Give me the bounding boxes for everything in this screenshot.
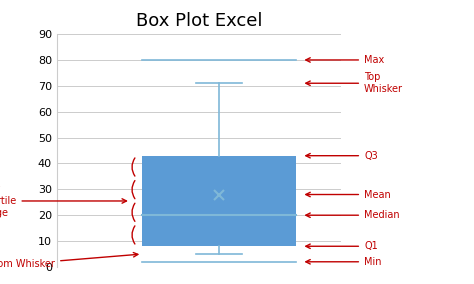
Text: Inter
Quartile
Range: Inter Quartile Range — [0, 184, 127, 218]
Text: Median: Median — [306, 210, 400, 220]
Text: Mean: Mean — [306, 189, 391, 199]
Text: Top
Whisker: Top Whisker — [306, 72, 403, 94]
Text: Q1: Q1 — [306, 241, 378, 251]
Text: Q3: Q3 — [306, 151, 378, 161]
Text: Bottom Whisker: Bottom Whisker — [0, 252, 138, 269]
Text: Min: Min — [306, 257, 382, 267]
Title: Box Plot Excel: Box Plot Excel — [136, 12, 262, 30]
Bar — [142, 156, 296, 246]
Text: Max: Max — [306, 55, 384, 65]
